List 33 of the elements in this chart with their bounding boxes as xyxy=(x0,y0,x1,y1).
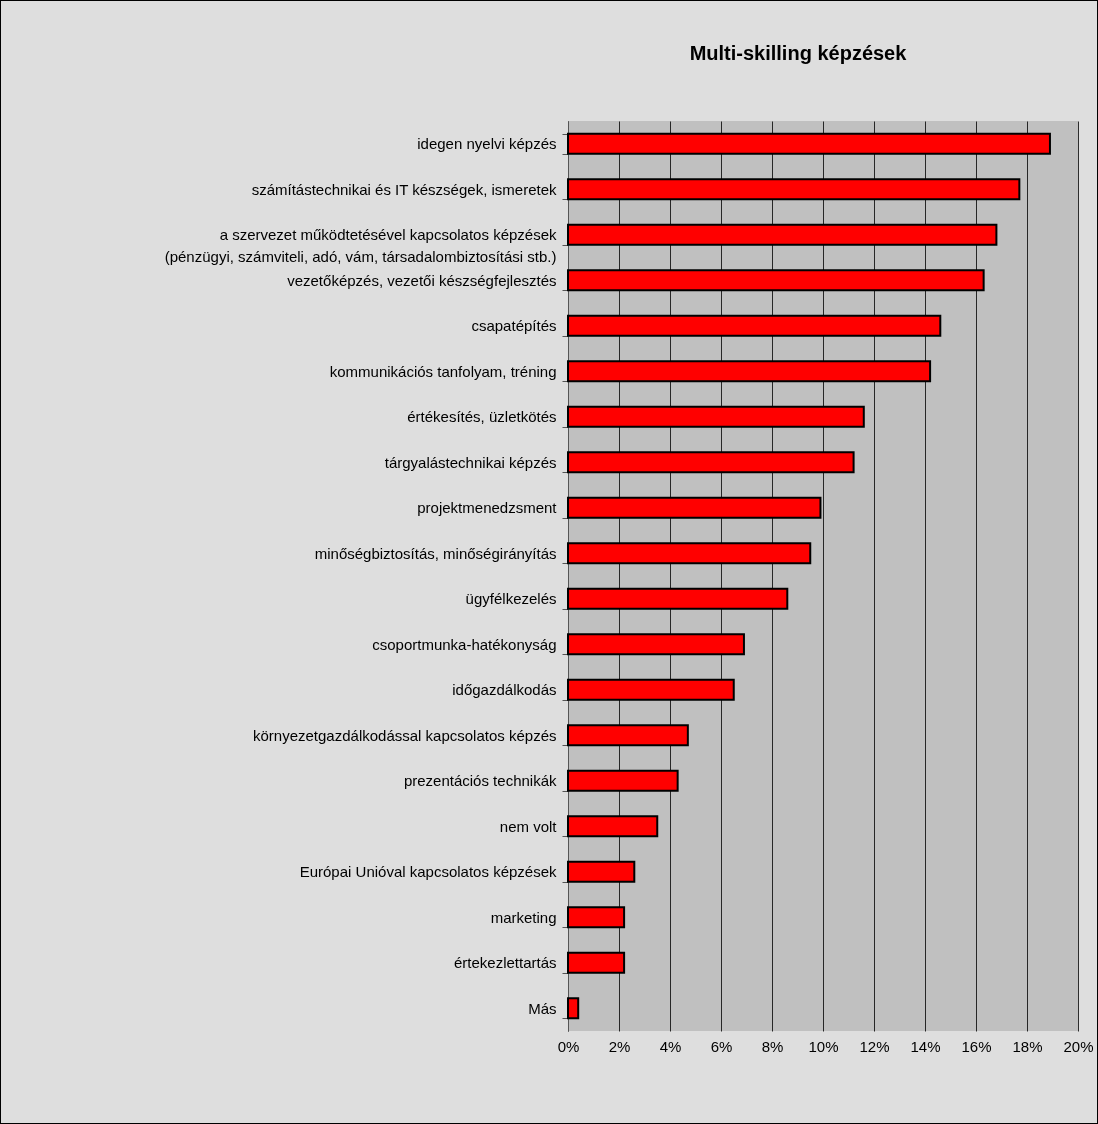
y-tick-label: számítástechnikai és IT készségek, ismeretek xyxy=(251,180,557,198)
x-tick-label: 10% xyxy=(808,1037,839,1055)
y-tick-label: minőségbiztosítás, minőségirányítás xyxy=(314,544,557,562)
bar xyxy=(567,997,580,1020)
y-tick-label: idegen nyelvi képzés xyxy=(417,135,557,153)
y-tick-label: tárgyalástechnikai képzés xyxy=(384,453,557,471)
y-tick-label: csapatépítés xyxy=(471,317,557,335)
x-tick-label: 16% xyxy=(961,1037,992,1055)
x-tick-label: 6% xyxy=(710,1037,733,1055)
chart-title: Multi-skilling képzések xyxy=(689,42,908,64)
y-tick-label: ügyfélkezelés xyxy=(465,590,557,608)
x-tick-label: 18% xyxy=(1012,1037,1043,1055)
y-tick-label: értekezlettartás xyxy=(453,954,557,972)
y-tick-label: prezentációs technikák xyxy=(403,772,557,790)
y-tick-label: nem volt xyxy=(499,817,558,835)
x-tick-label: 2% xyxy=(608,1037,631,1055)
y-tick-label: kommunikációs tanfolyam, tréning xyxy=(329,362,557,380)
x-tick-label: 12% xyxy=(859,1037,890,1055)
y-tick-label: csoportmunka-hatékonyság xyxy=(372,635,557,653)
y-tick-label: Más xyxy=(528,999,557,1017)
y-tick-label: környezetgazdálkodással kapcsolatos képzés xyxy=(252,726,557,744)
y-tick-label: projektmenedzsment xyxy=(417,499,558,517)
x-tick-label: 8% xyxy=(761,1037,784,1055)
y-tick-label: marketing xyxy=(490,908,557,926)
y-tick-label: a szervezet működtetésével kapcsolatos képzések (pénzügyi, számviteli, adó, vám, társadalombiztosítási stb.) xyxy=(164,226,557,266)
y-tick-label: értékesítés, üzletkötés xyxy=(407,408,557,426)
y-tick-label: vezetőképzés, vezetői készségfejlesztés xyxy=(287,271,557,289)
x-tick-label: 0% xyxy=(557,1037,580,1055)
x-tick-label: 20% xyxy=(1063,1037,1094,1055)
x-tick-label: 14% xyxy=(910,1037,941,1055)
y-tick-label: Európai Unióval kapcsolatos képzések xyxy=(299,863,557,881)
x-tick-label: 4% xyxy=(659,1037,682,1055)
y-tick-label: időgazdálkodás xyxy=(452,681,557,699)
